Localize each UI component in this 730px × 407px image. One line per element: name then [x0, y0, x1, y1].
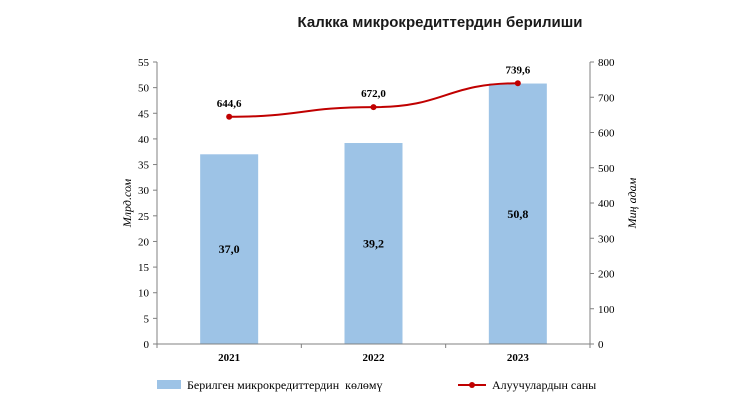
y-tick-label-right: 300: [598, 233, 615, 245]
line-layer: 644,6 672,0 739,6: [217, 64, 531, 120]
x-tick-label: 2023: [507, 352, 530, 364]
x-tick-label: 2021: [218, 352, 240, 364]
y-tick-label-right: 200: [598, 269, 615, 281]
y-tick-label-right: 700: [598, 92, 615, 104]
line-point-label: 739,6: [505, 64, 530, 76]
y-tick-label-right: 100: [598, 304, 615, 316]
legend-bar-swatch: [157, 380, 181, 389]
y-axis-label-left: Млрд.сом: [120, 178, 134, 228]
y-tick-label-right: 600: [598, 128, 615, 140]
y-axis-label-right: Миң адам: [625, 177, 639, 229]
y-tick-label-left: 10: [138, 288, 150, 300]
legend-line-marker: [469, 382, 475, 388]
line-point-label: 672,0: [361, 88, 386, 100]
y-tick-label-left: 20: [138, 236, 150, 248]
line-point: [514, 80, 521, 87]
y-tick-label-left: 45: [138, 108, 150, 120]
bar-label: 39,2: [363, 237, 384, 251]
line-point: [226, 113, 233, 120]
y-tick-label-left: 15: [138, 262, 150, 274]
bar: [200, 154, 259, 344]
legend-line-label: Алуучулардын саны: [492, 378, 596, 392]
y-tick-label-left: 55: [138, 57, 150, 69]
y-tick-label-left: 25: [138, 211, 150, 223]
axes-layer: 0 5 10 15 20 25 30 35 40 45 50 55 0 100 200 300 400 500 60…: [138, 57, 615, 364]
chart-title: Калкка микрокредиттердин берилиши: [298, 14, 583, 31]
bar: [344, 143, 403, 344]
y-tick-label-left: 35: [138, 160, 150, 172]
y-tick-label-right: 500: [598, 163, 615, 175]
bar-label: 37,0: [219, 242, 240, 256]
bar-label: 50,8: [507, 207, 528, 221]
legend: Берилген микрокредиттердин көлөмү Алуучу…: [157, 378, 596, 392]
bars-layer: 37,0 39,2 50,8: [200, 83, 547, 344]
legend-bar-label: Берилген микрокредиттердин көлөмү: [187, 378, 383, 392]
y-tick-label-left: 30: [138, 185, 150, 197]
line-point: [370, 104, 377, 111]
bar: [488, 83, 547, 344]
x-tick-label: 2022: [363, 352, 386, 364]
y-tick-label-left: 5: [144, 313, 150, 325]
y-tick-label-right: 0: [598, 339, 604, 351]
y-tick-label-left: 50: [138, 83, 150, 95]
y-tick-label-left: 0: [144, 339, 150, 351]
line-point-label: 644,6: [217, 98, 242, 110]
y-tick-label-right: 400: [598, 198, 615, 210]
y-tick-label-right: 800: [598, 57, 615, 69]
y-tick-label-left: 40: [138, 134, 150, 146]
